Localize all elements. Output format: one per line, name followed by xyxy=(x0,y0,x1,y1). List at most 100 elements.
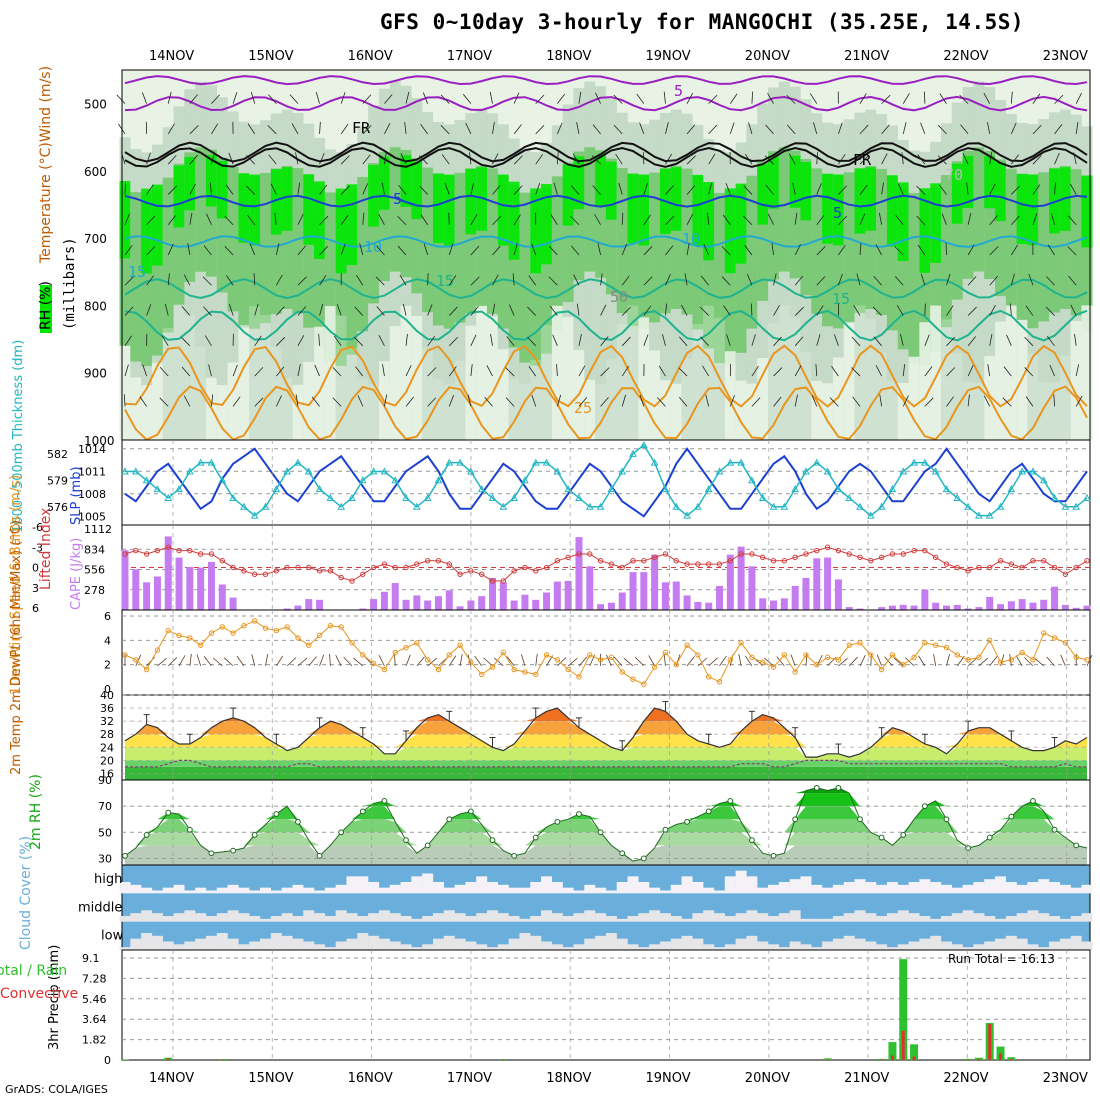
surface-wind-barb xyxy=(893,657,904,667)
cloud-bar xyxy=(465,916,477,922)
cloud-bar xyxy=(854,938,866,950)
li-marker xyxy=(911,547,917,554)
rh-band-high xyxy=(897,182,909,262)
cloud-bar xyxy=(627,944,639,950)
rh-band-dry xyxy=(1027,353,1039,440)
wind-barb xyxy=(357,395,364,407)
wind-barb xyxy=(838,215,848,226)
cape-bar xyxy=(705,602,713,610)
wind-barb xyxy=(615,153,623,165)
precip-total-bar xyxy=(910,1044,919,1060)
thickness-marker xyxy=(413,502,421,510)
wind-barb xyxy=(1024,336,1034,347)
wind-barb xyxy=(268,94,277,104)
li-marker xyxy=(1051,564,1058,571)
wind-barb xyxy=(989,333,993,346)
wind-barb xyxy=(225,275,234,286)
cloud-bar xyxy=(713,947,725,950)
cloud-bar xyxy=(227,938,239,950)
cape-bar xyxy=(770,600,778,610)
wind-barb xyxy=(512,273,515,286)
wind-barb xyxy=(686,243,690,256)
wind-barb xyxy=(699,306,709,316)
rh-band-high xyxy=(378,156,390,210)
cloud-bar xyxy=(659,913,671,922)
temp-tick: 36 xyxy=(100,702,114,715)
wind-barb xyxy=(743,215,753,226)
wind-speed-marker xyxy=(1008,657,1015,663)
wind-speed-marker xyxy=(781,652,788,658)
rh-band-high xyxy=(832,174,844,246)
rh-band-mid xyxy=(692,176,704,330)
wind-barb xyxy=(204,335,212,347)
surface-wind-barb xyxy=(1060,654,1066,667)
cloud-bar xyxy=(1070,935,1082,950)
rh-band-dry xyxy=(595,384,607,440)
li-marker xyxy=(587,551,593,557)
temp-band xyxy=(125,747,1087,761)
wind-barb xyxy=(444,183,450,195)
precip-total-bar xyxy=(1007,1057,1016,1060)
li-marker xyxy=(814,547,820,554)
wind-barb xyxy=(767,93,774,104)
cloud-bar xyxy=(757,887,769,894)
cloud-bar xyxy=(497,944,509,950)
cloud-bar xyxy=(141,910,153,922)
wind-barb xyxy=(362,154,371,165)
wind-barb xyxy=(721,246,731,256)
wind-barb xyxy=(751,365,759,377)
cape-bar xyxy=(305,599,313,610)
cloud-bar xyxy=(151,913,163,922)
cloud-bar xyxy=(562,887,574,894)
wind-barb xyxy=(878,212,883,225)
rh-band-mid xyxy=(346,188,358,355)
wind-barb xyxy=(124,245,133,256)
wind-barb xyxy=(834,334,839,346)
surface-wind-barb xyxy=(738,654,742,666)
wind-barb xyxy=(729,93,738,104)
surface-wind-barb xyxy=(708,657,718,667)
millibars-axis-label: (millibars) xyxy=(62,237,78,330)
thickness-marker xyxy=(131,467,140,475)
cloud-bar xyxy=(422,944,434,950)
cloud-bar xyxy=(1049,882,1061,894)
wind-barb xyxy=(297,276,307,286)
wind-barb xyxy=(788,153,796,165)
rh-band-dry xyxy=(1081,305,1093,440)
wind-barb xyxy=(484,396,493,407)
cloud-bar xyxy=(854,879,866,894)
li-marker xyxy=(868,558,874,564)
precip-tick: 7.28 xyxy=(82,972,107,985)
surface-wind-barb xyxy=(394,653,396,666)
wind-barb xyxy=(658,365,666,377)
rh-band-high xyxy=(865,167,877,231)
wind-barb xyxy=(463,94,472,104)
wind-barb xyxy=(167,215,177,225)
wind-speed-marker xyxy=(241,623,247,629)
thickness-marker xyxy=(1050,493,1059,501)
wind-barb xyxy=(167,91,172,104)
cape-axis-label: CAPE (J/kg) xyxy=(69,538,84,610)
rh-band-mid xyxy=(854,167,866,313)
cape-bar xyxy=(499,582,507,610)
cloud-bar xyxy=(735,870,747,894)
wind-barb xyxy=(548,276,558,286)
precip-convective-bar xyxy=(966,1059,970,1060)
wind-barb xyxy=(1067,215,1077,225)
surface-wind-barb xyxy=(719,655,727,667)
cloud-bar xyxy=(216,933,228,950)
cloud-bar xyxy=(822,941,834,950)
wind-barb xyxy=(771,243,774,256)
rh-band-mid xyxy=(400,150,412,278)
rh-band-high xyxy=(930,183,942,263)
cape-bar xyxy=(780,598,788,610)
thickness-tick: 579 xyxy=(47,474,68,487)
wind-barb xyxy=(440,94,450,104)
cloud-bar xyxy=(487,882,499,894)
li-marker xyxy=(997,558,1004,564)
wind-barb xyxy=(354,337,364,347)
wind-speed-marker xyxy=(327,623,334,629)
wind-barb xyxy=(916,185,926,195)
cloud-bar xyxy=(541,941,553,950)
cloud-bar xyxy=(378,938,390,950)
